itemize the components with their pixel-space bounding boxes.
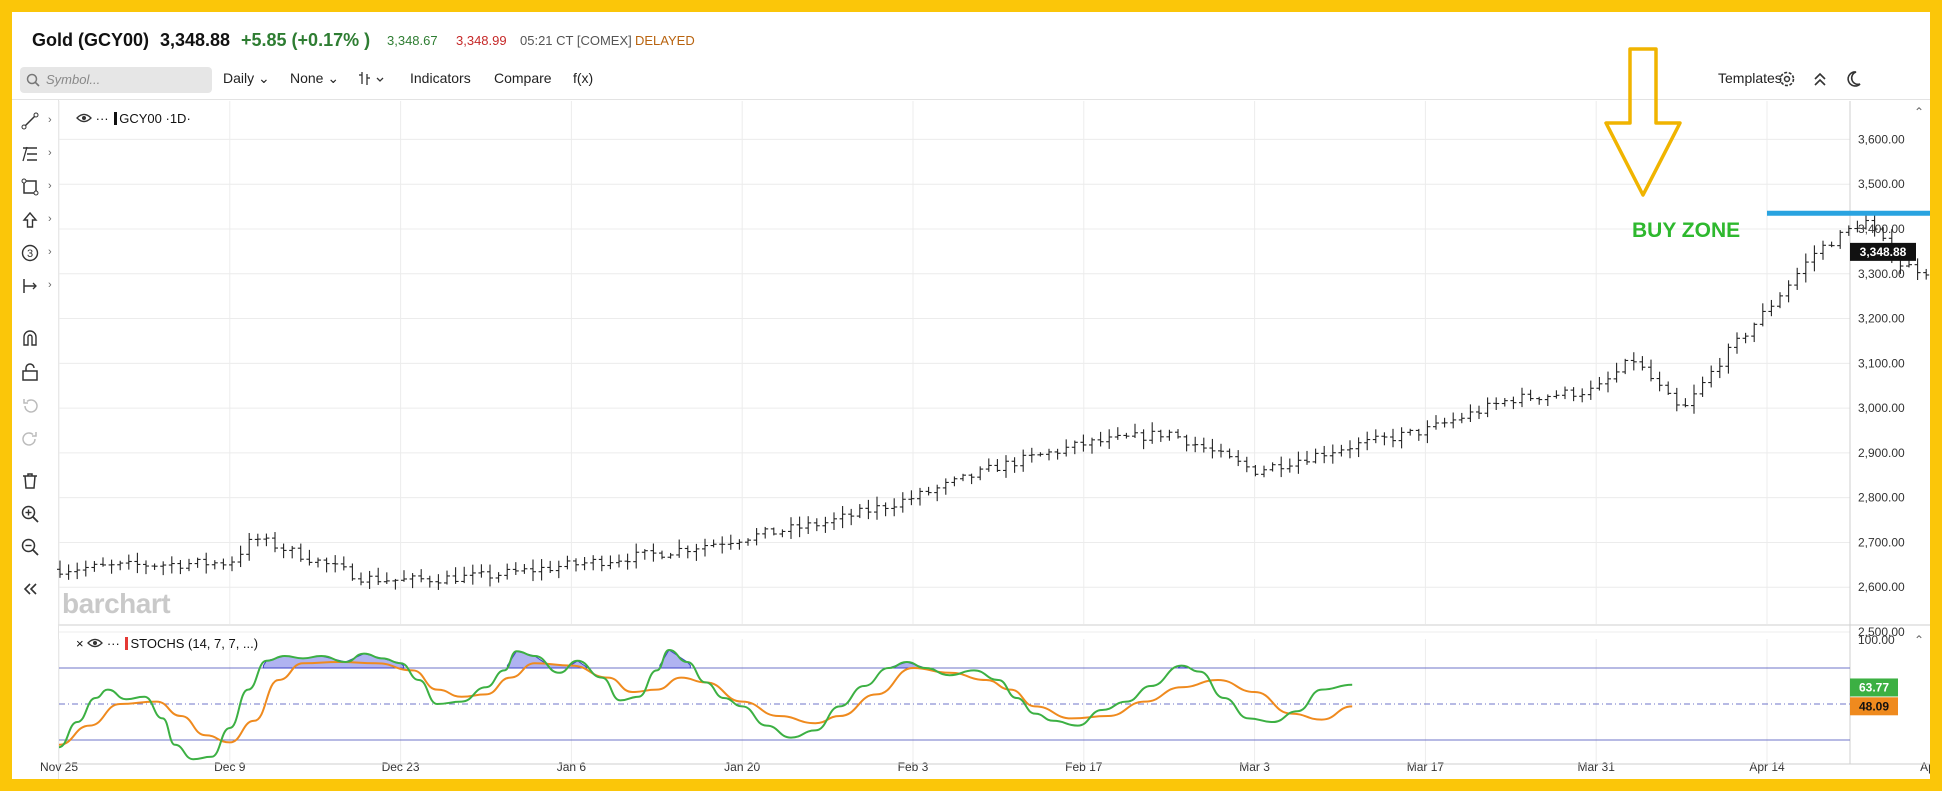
stoch-k-tag-label: 63.77 [1859,680,1889,694]
indicators-button[interactable]: Indicators [410,70,471,86]
barchart-watermark: barchart [62,588,171,619]
stoch-legend-label: STOCHS (14, 7, 7, ...) [130,636,259,651]
overlay-dropdown[interactable]: None ⌄ [290,70,339,87]
chevron-down-icon: ⌄ [258,70,270,86]
y-tick-label: 3,100.00 [1858,356,1905,370]
x-tick-label: Apr 14 [1749,760,1785,774]
chevron-right-icon[interactable]: › [48,279,52,291]
trash-icon[interactable] [20,471,40,491]
chevron-right-icon[interactable]: › [48,147,52,159]
arrow-tool-icon[interactable] [20,210,40,230]
stoch-pane-collapse-icon: ⌃ [1914,633,1924,647]
instrument-name: Gold (GCY00) [32,30,150,50]
delayed-badge: DELAYED [635,33,695,48]
y-tick-label: 3,500.00 [1858,177,1905,191]
stoch-k-line [58,648,1353,761]
x-tick-label: Nov 25 [40,760,78,774]
zoom-in-icon[interactable] [20,504,40,524]
price-chart[interactable]: Nov 25 Dec 9 Dec 23 Jan 6 Jan 20 Feb 3 Feb 17 M… [12,12,1930,779]
zoom-out-icon[interactable] [20,537,40,557]
templates-button[interactable]: Templates [1718,70,1782,86]
settings-icon[interactable] [1778,70,1796,93]
x-tick-label: Mar 31 [1578,760,1616,774]
down-arrow-annotation [1604,47,1682,197]
ask-price: 3,348.99 [456,33,507,48]
y-tick-label: 3,300.00 [1858,267,1905,281]
x-tick-label: Feb 3 [898,760,929,774]
bar-type-dropdown[interactable] [358,70,388,91]
measure-tool-icon[interactable] [20,276,40,296]
stoch-d-line [58,660,1353,746]
y-tick-label: 3,600.00 [1858,132,1905,146]
chevron-right-icon[interactable]: › [48,114,52,126]
stoch-y-tick-label: 100.00 [1858,633,1895,647]
dark-mode-icon[interactable] [1844,70,1862,93]
rectangle-tool-icon[interactable] [20,177,40,197]
lock-icon[interactable] [20,362,40,382]
search-placeholder: Symbol... [46,72,101,87]
bid-price: 3,348.67 [387,33,438,48]
y-tick-label: 2,900.00 [1858,446,1905,460]
eye-icon[interactable] [87,637,104,649]
x-tick-label: Mar 17 [1407,760,1445,774]
x-tick-label: Feb 17 [1065,760,1103,774]
x-tick-label: Mar 3 [1239,760,1270,774]
compare-button[interactable]: Compare [494,70,552,86]
last-price-tag-label: 3,348.88 [1860,245,1907,259]
fib-tool-icon[interactable] [20,144,40,164]
counter-tool-icon[interactable]: 3 [20,243,40,263]
chart-window: Gold (GCY00) 3,348.88 +5.85 (+0.17% ) 3,… [12,12,1930,779]
interval-label: Daily [223,70,255,86]
chevron-right-icon[interactable]: › [48,246,52,258]
main-legend-label: GCY00 ·1D· [119,111,191,126]
y-tick-label: 3,000.00 [1858,401,1905,415]
expand-icon[interactable] [1812,70,1828,93]
last-price-tag [1850,242,1916,261]
close-icon[interactable]: × [76,636,84,651]
interval-dropdown[interactable]: Daily ⌄ [223,70,270,87]
stoch-k-tag [1850,678,1898,697]
symbol-search-input[interactable]: Symbol... [20,67,212,93]
x-tick-label: Jan 20 [724,760,760,774]
y-tick-label: 2,600.00 [1858,580,1905,594]
main-legend: ··· GCY00 ·1D· [76,111,191,126]
series-color-swatch [125,637,129,650]
pane-collapse-icon: ⌃ [1914,105,1924,119]
x-tick-label: Apr 28 [1920,760,1930,774]
svg-text:3: 3 [27,248,33,260]
chevron-right-icon[interactable]: › [48,180,52,192]
y-tick-label: 3,200.00 [1858,312,1905,326]
chevron-right-icon[interactable]: › [48,213,52,225]
y-tick-label: 2,800.00 [1858,491,1905,505]
eye-icon[interactable] [76,112,92,124]
last-price: 3,348.88 [160,30,231,50]
collapse-icon[interactable] [20,579,40,599]
redo-icon[interactable] [20,429,40,449]
magnet-icon[interactable] [20,328,40,348]
stoch-legend: × ··· STOCHS (14, 7, 7, ...) [76,636,258,651]
x-tick-label: Dec 23 [382,760,420,774]
overlay-label: None [290,70,324,86]
stoch-d-tag [1850,697,1898,716]
stoch-d-tag-label: 48.09 [1859,699,1889,713]
function-button[interactable]: f(x) [573,70,594,86]
bar-type-icon [359,72,384,85]
undo-icon[interactable] [20,396,40,416]
x-tick-label: Jan 6 [557,760,587,774]
more-icon[interactable]: ··· [95,111,109,126]
more-icon[interactable]: ··· [106,636,120,651]
y-tick-label: 2,500.00 [1858,625,1905,639]
series-color-swatch [114,112,118,125]
y-tick-label: 2,700.00 [1858,535,1905,549]
quote-time: 05:21 CT [COMEX] [520,33,632,48]
toolbar-divider [12,99,1930,100]
x-tick-label: Dec 9 [214,760,246,774]
line-tool-icon[interactable] [20,111,40,131]
price-change: +5.85 (+0.17% ) [241,30,371,50]
buy-zone-label: BUY ZONE [1632,219,1741,242]
chevron-down-icon: ⌄ [327,70,340,86]
ohlc-bars [57,211,1930,590]
search-icon [26,73,40,87]
